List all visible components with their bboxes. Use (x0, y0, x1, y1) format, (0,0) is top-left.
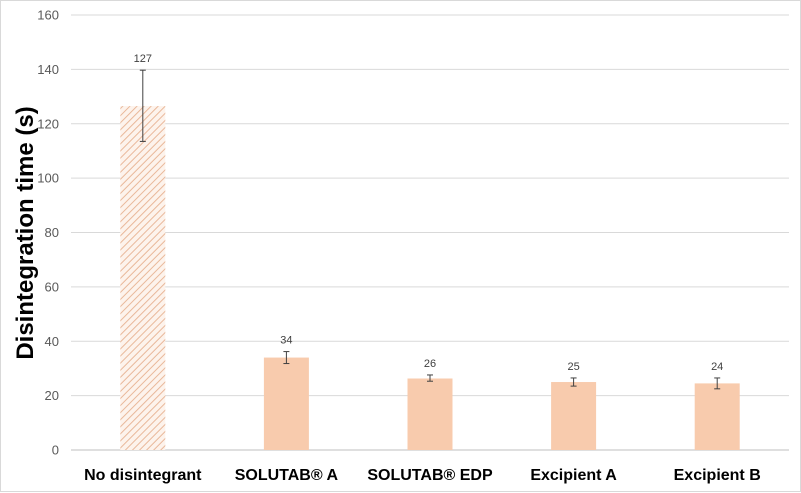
bar (263, 357, 309, 450)
error-bar (570, 377, 577, 387)
x-tick-label: SOLUTAB® A (235, 467, 339, 484)
y-tick-label: 160 (37, 8, 59, 23)
data-label: 24 (711, 361, 723, 373)
x-tick-label: Excipient A (530, 467, 617, 484)
error-bar (139, 69, 146, 142)
bar (551, 382, 597, 450)
data-label: 127 (134, 53, 152, 65)
data-label: 26 (424, 358, 436, 370)
y-tick-label: 140 (37, 62, 59, 77)
x-tick-label: No disintegrant (84, 467, 202, 484)
y-tick-label: 120 (37, 116, 59, 131)
y-tick-label: 60 (45, 279, 59, 294)
bar (407, 378, 453, 450)
error-bar (283, 351, 290, 365)
bar (694, 383, 740, 450)
x-tick-label: SOLUTAB® EDP (367, 467, 493, 484)
y-tick-label: 20 (45, 388, 59, 403)
error-bar (427, 374, 433, 382)
bar (120, 106, 166, 450)
gridlines (71, 14, 789, 451)
error-bar (714, 377, 721, 390)
y-tick-label: 100 (37, 171, 59, 186)
y-tick-label: 40 (45, 334, 59, 349)
y-axis-ticks: 0 20 40 60 80 100 120 140 160 (37, 8, 59, 458)
y-tick-label: 0 (52, 443, 59, 458)
data-labels: 127 34 26 25 24 (134, 53, 724, 373)
bars (120, 106, 740, 450)
y-tick-label: 80 (45, 225, 59, 240)
y-axis-label: Disintegration time (s) (12, 106, 39, 359)
x-tick-label: Excipient B (674, 467, 761, 484)
data-label: 34 (280, 335, 292, 347)
error-bars (139, 69, 721, 390)
x-axis-ticks: No disintegrant SOLUTAB® A SOLUTAB® EDP Exc… (84, 467, 761, 484)
data-label: 25 (567, 361, 579, 373)
